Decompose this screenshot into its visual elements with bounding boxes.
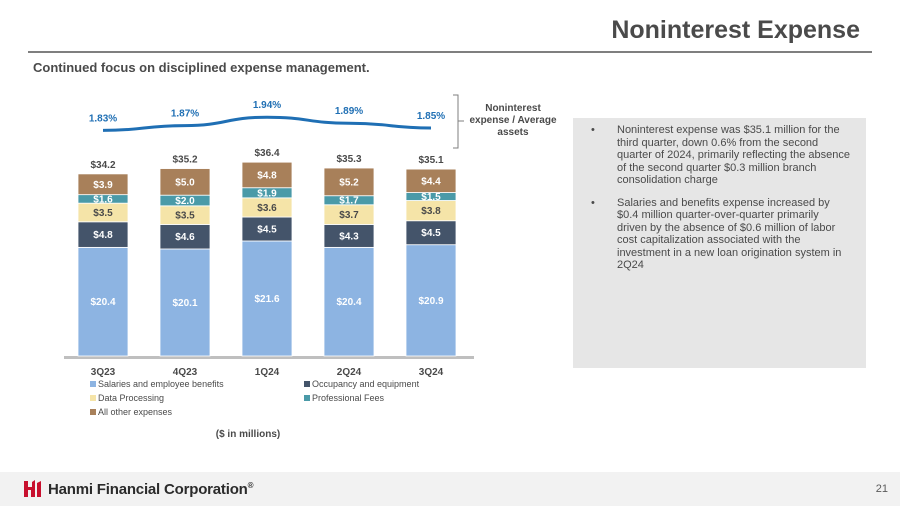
bar-value-label: $20.4 (90, 297, 115, 308)
page-number: 21 (875, 483, 888, 495)
bar-total-label: $36.4 (254, 148, 279, 159)
bar-value-label: $3.9 (93, 180, 113, 191)
bar-segment (159, 248, 211, 357)
page-title: Noninterest Expense (611, 16, 860, 44)
bar-segment (323, 167, 375, 197)
commentary-panel: Noninterest expense was $35.1 million fo… (573, 118, 866, 368)
x-tick-label: 3Q24 (419, 367, 444, 378)
legend-swatch (304, 395, 310, 401)
legend-swatch (304, 381, 310, 387)
x-tick-label: 3Q23 (91, 367, 116, 378)
bar-value-label: $4.4 (421, 176, 441, 187)
bar-value-label: $4.5 (421, 228, 441, 239)
bar-value-label: $3.8 (421, 206, 441, 217)
legend-swatch (90, 395, 96, 401)
ratio-value-label: 1.83% (89, 113, 117, 124)
bar-segment (159, 168, 211, 196)
bullet-point: Noninterest expense was $35.1 million fo… (591, 124, 850, 187)
ratio-value-label: 1.85% (417, 111, 445, 122)
x-tick-label: 2Q24 (337, 367, 362, 378)
bar-value-label: $1.5 (421, 192, 441, 203)
bar-value-label: $3.5 (175, 211, 195, 222)
legend-label: Occupancy and equipment (312, 379, 420, 389)
bar-segment (77, 246, 129, 357)
bar-value-label: $3.6 (257, 203, 277, 214)
bar-segment (405, 244, 457, 357)
bar-value-label: $1.9 (257, 188, 277, 199)
bar-total-label: $35.2 (172, 155, 197, 166)
noninterest-expense-chart: $20.4 $4.8 $3.5 $1.6 $3.9 $34.2 3Q23 $20.1 $4.6 $… (64, 94, 557, 440)
bar-value-label: $21.6 (254, 294, 279, 305)
footer: Hanmi Financial Corporation® 21 (0, 472, 900, 506)
bar-value-label: $20.9 (418, 296, 443, 307)
bar-value-label: $1.6 (93, 194, 113, 205)
legend-label: Data Processing (98, 393, 164, 403)
bar-value-label: $4.3 (339, 231, 359, 242)
bar-segment (241, 240, 293, 357)
legend-label: All other expenses (98, 407, 173, 417)
legend-swatch (90, 381, 96, 387)
ratio-bracket (453, 94, 464, 149)
bar-segment (241, 161, 293, 189)
units-note: ($ in millions) (216, 429, 280, 440)
bar-segment (77, 173, 129, 196)
ratio-value-label: 1.87% (171, 109, 199, 120)
bar-value-label: $5.0 (175, 177, 195, 188)
chart-baseline (64, 356, 474, 359)
bar-segment (405, 168, 457, 193)
bar-value-label: $4.8 (257, 170, 277, 181)
company-logo-text: Hanmi Financial Corporation® (48, 481, 254, 498)
bar-value-label: $4.6 (175, 232, 195, 243)
legend-label: Salaries and employee benefits (98, 379, 224, 389)
page-subtitle: Continued focus on disciplined expense m… (33, 60, 370, 75)
bar-value-label: $1.7 (339, 196, 359, 207)
bar-value-label: $4.8 (93, 230, 113, 241)
x-tick-label: 4Q23 (173, 367, 198, 378)
x-tick-label: 1Q24 (255, 367, 280, 378)
ratio-axis-label: assets (497, 127, 529, 138)
bar-value-label: $2.0 (175, 196, 195, 207)
bar-total-label: $35.1 (418, 155, 443, 166)
ratio-line (102, 115, 432, 132)
bar-value-label: $20.1 (172, 298, 197, 309)
bar-total-label: $35.3 (336, 154, 361, 165)
legend-swatch (90, 409, 96, 415)
hanmi-logo-icon (24, 480, 41, 497)
bar-value-label: $3.5 (93, 208, 113, 219)
bar-value-label: $3.7 (339, 210, 359, 221)
title-divider (28, 51, 872, 53)
bar-value-label: $4.5 (257, 224, 277, 235)
ratio-value-label: 1.89% (335, 106, 363, 117)
bar-total-label: $34.2 (90, 160, 115, 171)
bullet-point: Salaries and benefits expense increased … (591, 197, 850, 272)
ratio-axis-label: Noninterest (485, 103, 541, 114)
bar-segment (159, 224, 211, 250)
bar-value-label: $20.4 (336, 297, 361, 308)
ratio-axis-label: expense / Average (469, 115, 557, 126)
bar-value-label: $5.2 (339, 177, 359, 188)
ratio-value-label: 1.94% (253, 100, 281, 111)
legend-label: Professional Fees (312, 393, 385, 403)
